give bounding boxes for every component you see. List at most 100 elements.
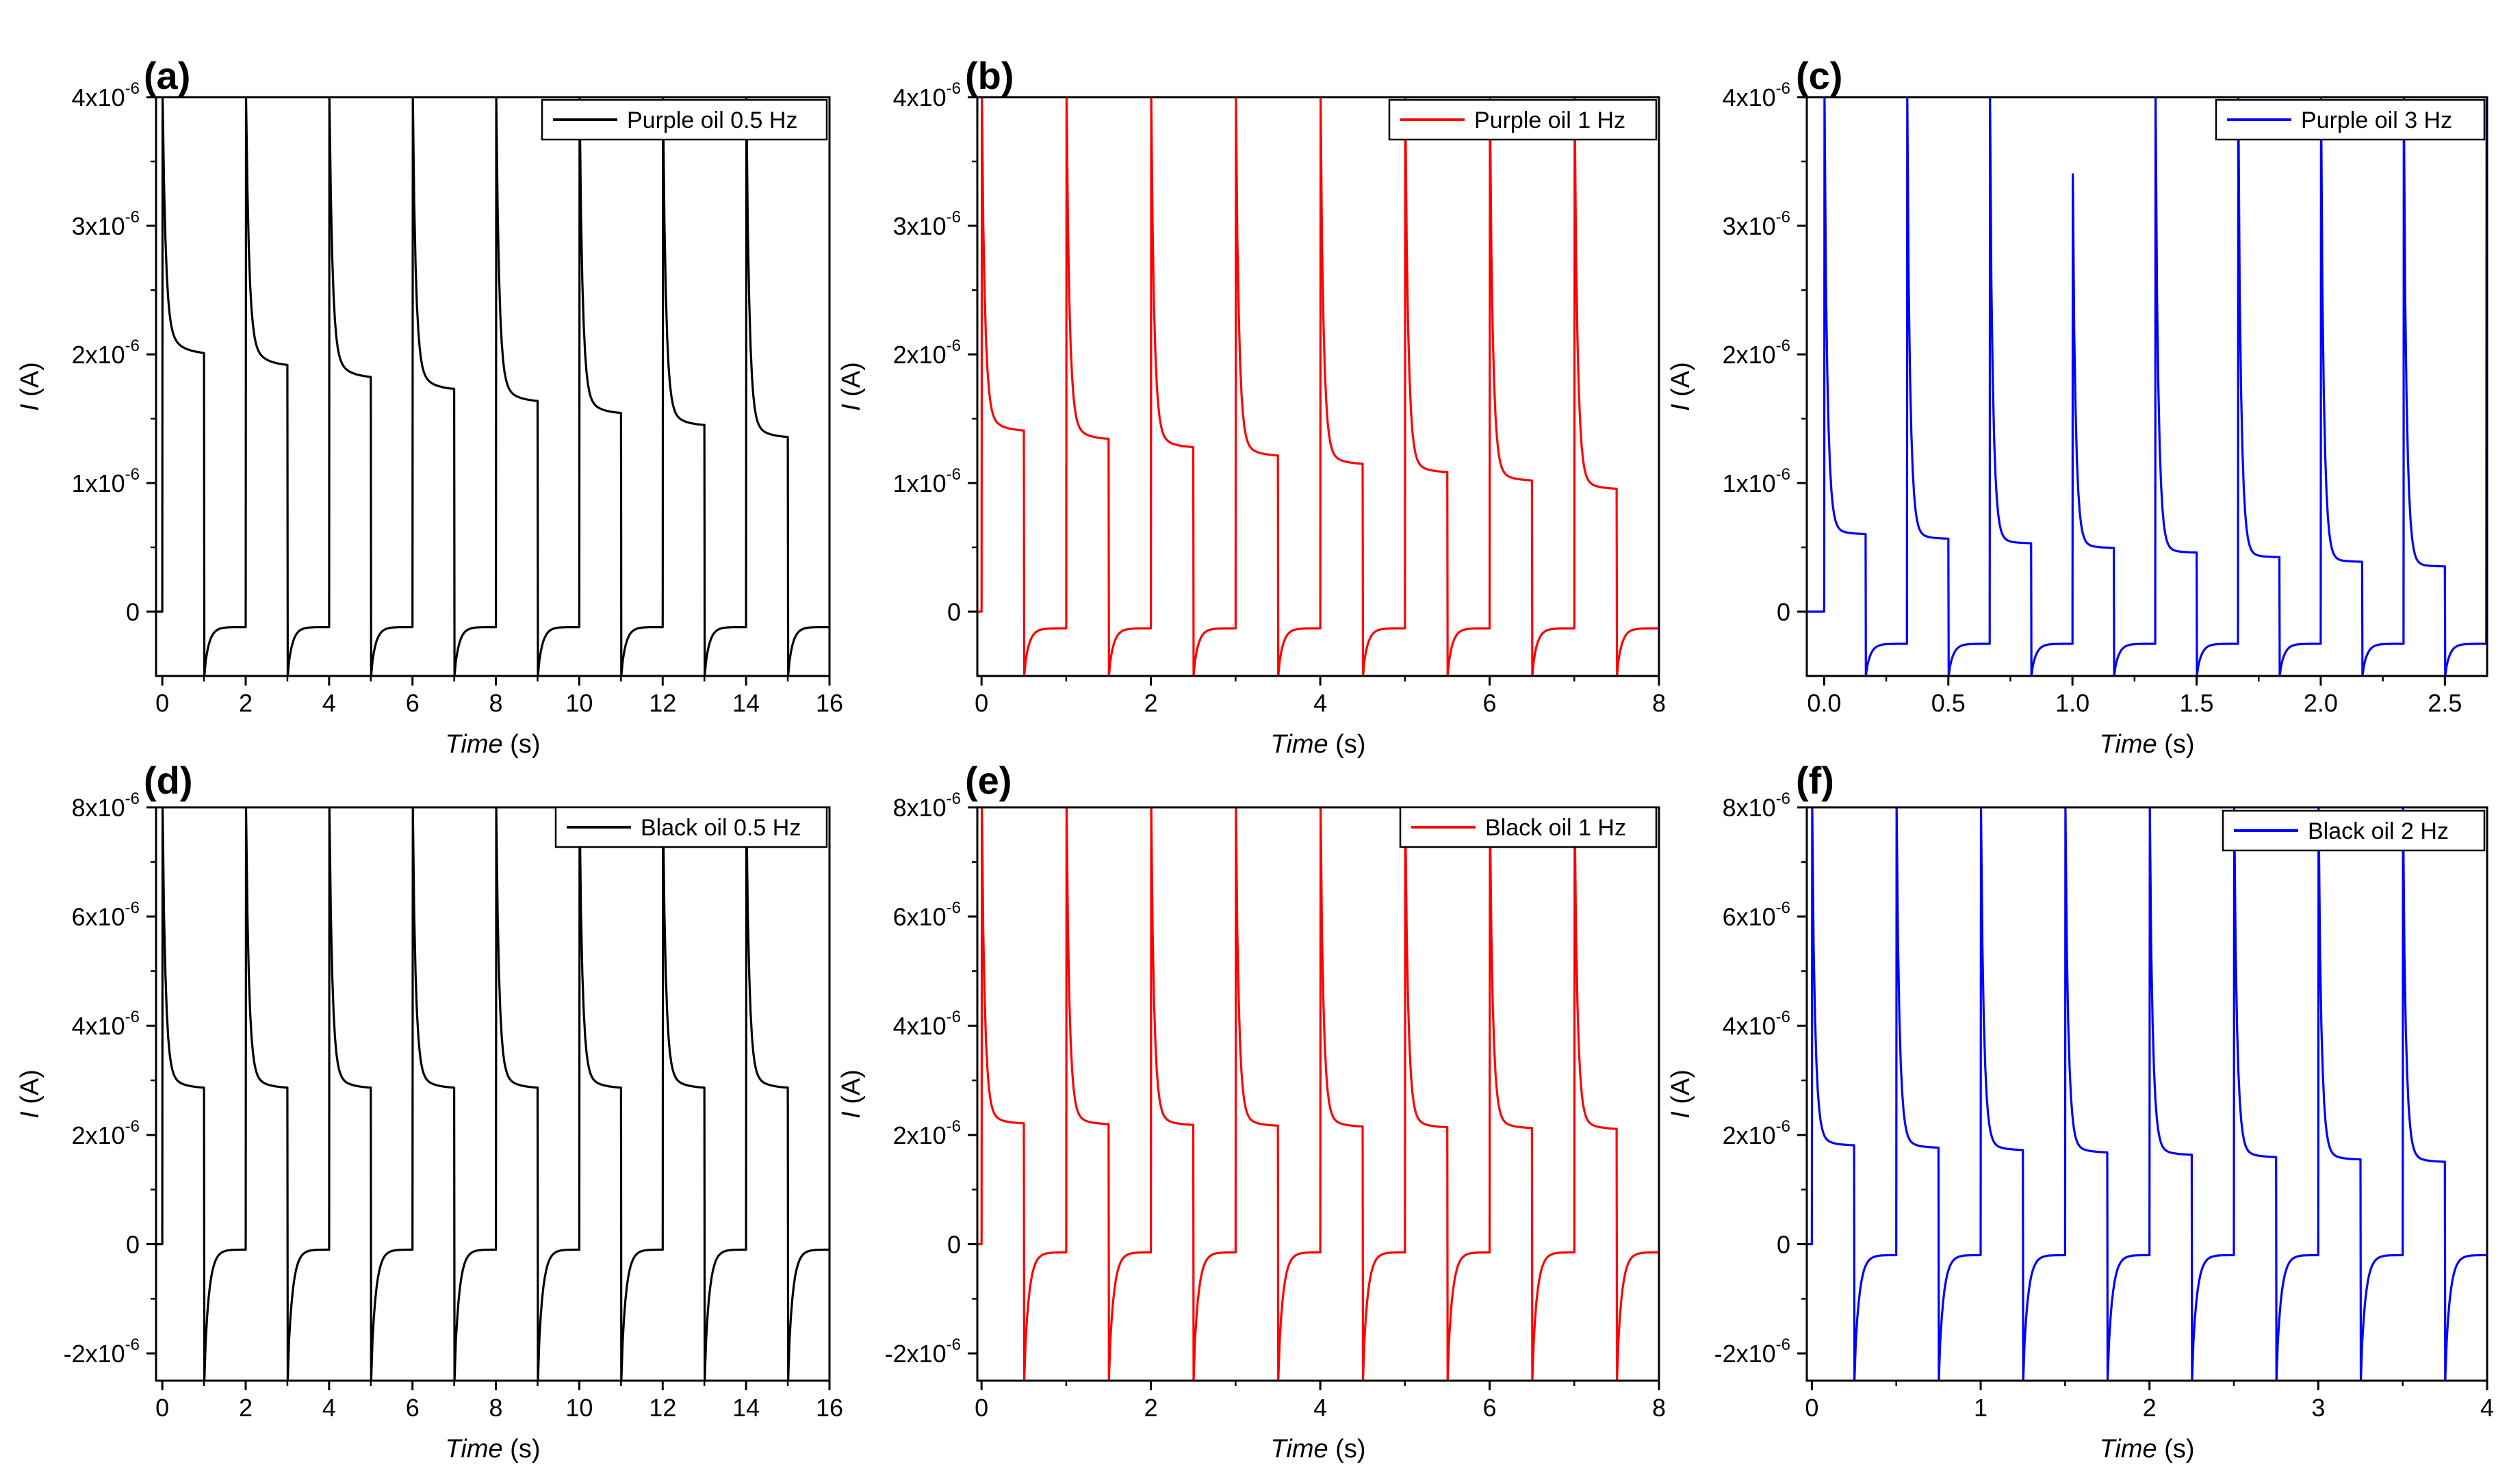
y-tick-label: 2x10-6 (893, 337, 961, 369)
x-tick-label: 2 (1144, 689, 1158, 717)
panel-label: (b) (965, 54, 1014, 97)
y-tick-label: -2x10-6 (64, 1336, 140, 1368)
y-tick-label: 0 (1777, 1230, 1790, 1258)
y-tick-label: 8x10-6 (1723, 790, 1790, 822)
x-axis-label: Time (s) (446, 1435, 541, 1463)
x-tick-label: 8 (1652, 689, 1666, 717)
x-tick-label: 2 (239, 1394, 253, 1422)
x-tick-label: 4 (322, 1394, 336, 1422)
series-line-f-0 (1807, 807, 2487, 1381)
panel-d: 0 2 4 6 8 10 12 14 16 -2x10-6 0 2x10-6 4x10-6 6x10-6 8… (16, 759, 843, 1463)
x-tick-label: 0.0 (1807, 689, 1841, 717)
y-tick-label: 1x10-6 (72, 465, 140, 497)
y-tick-label: 4x10-6 (1723, 1008, 1790, 1040)
series-line-e-0 (977, 807, 1659, 1381)
y-tick-label: -2x10-6 (1714, 1336, 1790, 1368)
panel-label: (f) (1796, 759, 1834, 802)
series-line-b-0 (977, 97, 1659, 676)
plot-frame (1805, 806, 2488, 1382)
y-tick-label: 4x10-6 (1723, 79, 1790, 112)
y-axis-label: I (A) (837, 362, 866, 411)
legend-label: Purple oil 0.5 Hz (627, 107, 797, 133)
y-tick-label: 4x10-6 (72, 79, 140, 112)
x-tick-label: 4 (322, 689, 336, 717)
y-tick-label: 0 (126, 598, 140, 626)
y-tick-label: 8x10-6 (893, 790, 961, 822)
y-axis-label: I (A) (1667, 362, 1695, 411)
x-axis-label: Time (s) (2100, 730, 2195, 759)
x-tick-label: 2 (1144, 1394, 1158, 1422)
panel-e: 0 2 4 6 8 -2x10-6 0 2x10-6 4x10-6 6x10-6 8x10-6 Tim… (837, 759, 1666, 1463)
legend-label: Black oil 1 Hz (1485, 815, 1626, 841)
x-tick-label: 16 (816, 1394, 843, 1422)
panel-c: 0.0 0.5 1.0 1.5 2.0 2.5 0 1x10-6 2x10-6 3x10-6 4x1… (1667, 54, 2488, 759)
x-axis-label: Time (s) (1271, 1435, 1366, 1463)
legend-label: Black oil 2 Hz (2308, 818, 2449, 844)
legend-box (1399, 806, 1658, 848)
x-tick-label: 0.5 (1931, 689, 1966, 717)
y-tick-label: 2x10-6 (1723, 337, 1790, 369)
y-tick-label: 8x10-6 (72, 790, 140, 822)
x-tick-label: 4 (1313, 689, 1327, 717)
y-tick-label: 6x10-6 (893, 899, 961, 931)
x-tick-label: 0 (1805, 1394, 1818, 1422)
plot-frame (976, 96, 1660, 677)
y-tick-label: -2x10-6 (885, 1336, 961, 1368)
y-tick-label: 2x10-6 (72, 337, 140, 369)
x-tick-label: 14 (732, 689, 760, 717)
x-tick-label: 1 (1974, 1394, 1987, 1422)
x-axis-label: Time (s) (1271, 730, 1366, 759)
x-tick-label: 1.5 (2180, 689, 2214, 717)
y-tick-label: 4x10-6 (893, 79, 961, 112)
y-axis-label: I (A) (837, 1069, 866, 1119)
y-tick-label: 3x10-6 (72, 208, 140, 240)
y-tick-label: 4x10-6 (893, 1008, 961, 1040)
plot-frame (976, 806, 1660, 1382)
y-axis-label: I (A) (1667, 1069, 1695, 1119)
y-tick-label: 0 (1777, 598, 1790, 626)
series-line-d-0 (156, 807, 829, 1381)
x-tick-label: 10 (565, 1394, 593, 1422)
x-axis-label: Time (s) (2100, 1435, 2195, 1463)
panel-a: 0 2 4 6 8 10 12 14 16 0 1x10-6 2x10-6 3x10-6 4x10-6 Ti… (16, 54, 843, 759)
x-tick-label: 4 (1313, 1394, 1327, 1422)
panel-label: (e) (965, 759, 1012, 802)
x-tick-label: 6 (1483, 689, 1497, 717)
y-tick-label: 2x10-6 (1723, 1117, 1790, 1149)
x-tick-label: 0 (975, 1394, 988, 1422)
x-tick-label: 8 (1652, 1394, 1666, 1422)
y-tick-label: 3x10-6 (1723, 208, 1790, 240)
x-tick-label: 2.0 (2304, 689, 2338, 717)
x-axis-label: Time (s) (446, 730, 541, 759)
x-tick-label: 0 (975, 689, 988, 717)
x-tick-label: 0 (155, 689, 169, 717)
plot-frame (1805, 96, 2488, 677)
plot-frame (155, 806, 831, 1382)
panel-label: (c) (1796, 54, 1842, 97)
y-axis-label: I (A) (16, 362, 44, 411)
x-tick-label: 8 (489, 689, 503, 717)
x-tick-label: 6 (406, 689, 420, 717)
y-tick-label: 4x10-6 (72, 1008, 140, 1040)
legend-label: Black oil 0.5 Hz (641, 815, 801, 841)
y-tick-label: 2x10-6 (893, 1117, 961, 1149)
plot-frame (155, 96, 831, 677)
x-tick-label: 1.0 (2055, 689, 2089, 717)
panel-label: (d) (144, 759, 193, 802)
panel-b: 0 2 4 6 8 0 1x10-6 2x10-6 3x10-6 4x10-6 Time (s) I … (837, 54, 1666, 759)
x-tick-label: 12 (649, 1394, 676, 1422)
y-tick-label: 0 (947, 1230, 961, 1258)
x-tick-label: 8 (489, 1394, 503, 1422)
y-axis-label: I (A) (16, 1069, 44, 1119)
y-tick-label: 2x10-6 (72, 1117, 140, 1149)
y-tick-label: 0 (947, 598, 961, 626)
x-tick-label: 14 (732, 1394, 760, 1422)
x-tick-label: 2 (239, 689, 253, 717)
series-line-a-0 (156, 97, 829, 676)
legend-label: Purple oil 3 Hz (2301, 107, 2452, 133)
y-tick-label: 6x10-6 (1723, 899, 1790, 931)
y-tick-label: 0 (126, 1230, 140, 1258)
legend-label: Purple oil 1 Hz (1474, 107, 1625, 133)
x-tick-label: 2.5 (2428, 689, 2462, 717)
series-line-c-0 (1807, 97, 2487, 676)
